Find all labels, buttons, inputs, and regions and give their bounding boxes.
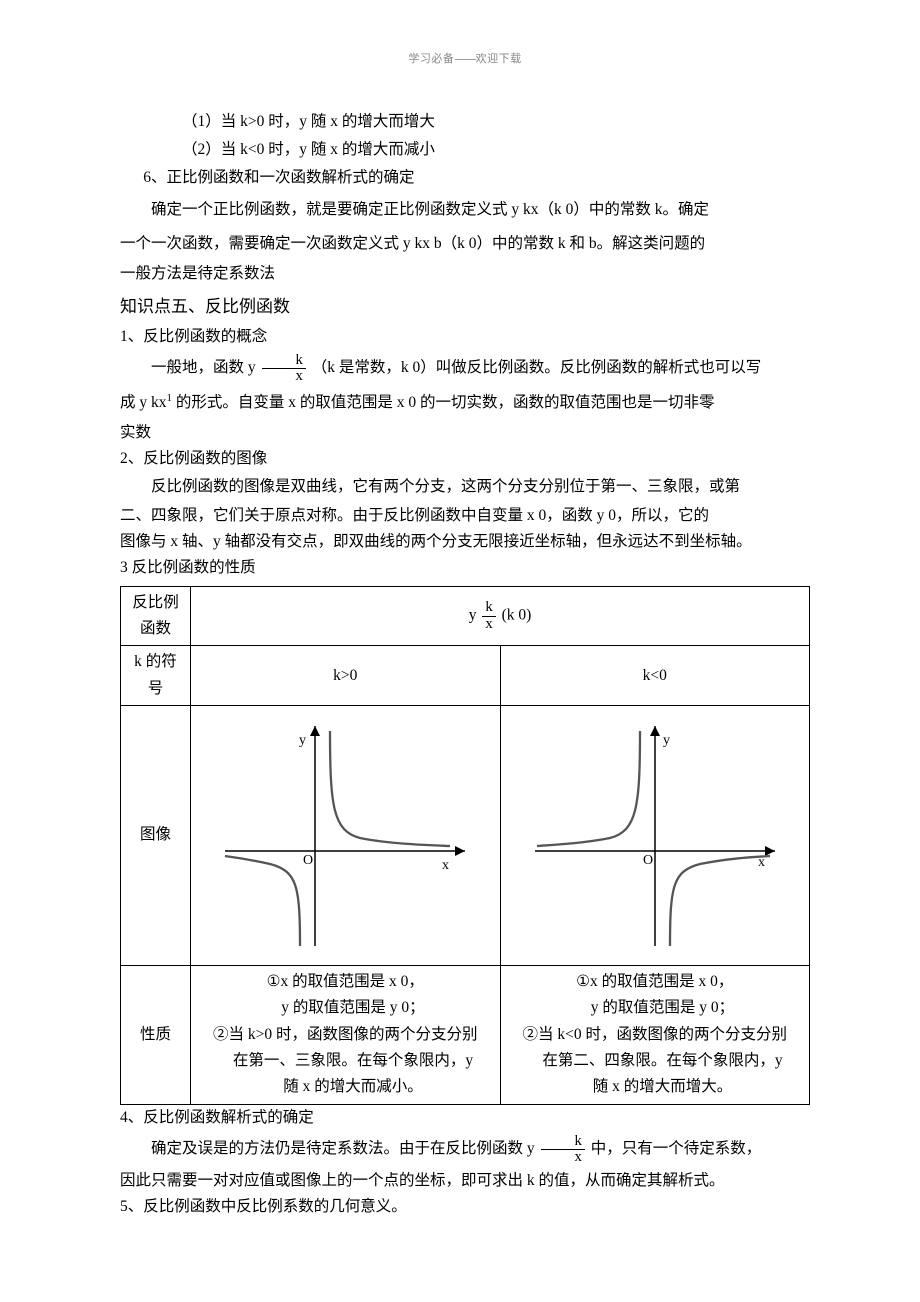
sub-5-4: 4、反比例函数解析式的确定 — [120, 1105, 810, 1131]
text-span: kx b（k — [415, 235, 469, 252]
y-arrow — [650, 726, 660, 736]
frac-num: k — [541, 1134, 585, 1150]
line-k-neg: （2）当 k<0 时，y 随 x 的增大而减小 — [120, 137, 810, 163]
paragraph-determine-1: 确定一个正比例函数，就是要确定正比例函数定义式 y kx（k 0）中的常数 k。… — [120, 194, 810, 227]
fraction-k-over-x: k x — [541, 1134, 585, 1166]
prop-line: 随 x 的增大而减小。 — [197, 1074, 494, 1100]
text-span: y — [469, 607, 481, 624]
line-k-pos: （1）当 k>0 时，y 随 x 的增大而增大 — [120, 109, 810, 135]
paragraph-determine-2: 一个一次函数，需要确定一次函数定义式 y kx b（k 0）中的常数 k 和 b… — [120, 228, 810, 261]
table-row: 性质 ①x 的取值范围是 x 0， y 的取值范围是 y 0； ②当 k>0 时… — [121, 966, 810, 1105]
y-label: y — [299, 733, 306, 748]
text-span: 中，只有一个待定系数， — [591, 1140, 762, 1157]
prop-line: ①x 的取值范围是 x 0， — [507, 969, 804, 995]
sub-5-1-body-1: 一般地，函数 y k x （k 是常数，k 0）叫做反比例函数。反比例函数的解析… — [120, 352, 810, 385]
curve-q4 — [670, 856, 770, 946]
curve-q3 — [225, 856, 300, 946]
prop-line: y 的取值范围是 y 0； — [197, 995, 494, 1021]
prop-line: ①x 的取值范围是 x 0， — [197, 969, 494, 995]
text-span: 二、四象限，它们关于原点对称。由于反比例函数中自变量 x — [120, 507, 539, 524]
cell-func-label: 反比例 函数 — [121, 586, 191, 646]
text-span: 的形式。自变量 x 的取值范围是 x — [172, 394, 408, 411]
page-header: 学习必备--------欢迎下载 — [120, 50, 810, 69]
text-span: （k 是常数，k — [312, 359, 413, 376]
hyperbola-neg-svg: O x y — [515, 711, 795, 961]
frac-den: x — [541, 1150, 585, 1165]
text-span: 确定及误是的方法仍是待定系数法。由于在反比例函数 y — [151, 1140, 539, 1157]
sub-5-4-body-1: 确定及误是的方法仍是待定系数法。由于在反比例函数 y k x 中，只有一个待定系… — [120, 1133, 810, 1166]
cell-prop-neg: ①x 的取值范围是 x 0， y 的取值范围是 y 0； ②当 k<0 时，函数… — [500, 966, 810, 1105]
page: 学习必备--------欢迎下载 （1）当 k>0 时，y 随 x 的增大而增大… — [0, 0, 920, 1270]
header-left: 学习必备 — [408, 53, 454, 65]
text-span: 0，函数 y — [539, 507, 609, 524]
text-span: 一个一次函数，需要确定一次函数定义式 y — [120, 235, 415, 252]
prop-line: ②当 k<0 时，函数图像的两个分支分别 — [507, 1022, 804, 1048]
table-row: 图像 O x y — [121, 706, 810, 966]
sub-5-1-body-3: 实数 — [120, 420, 810, 446]
table-row: k 的符号 k>0 k<0 — [121, 646, 810, 706]
prop-line: ②当 k>0 时，函数图像的两个分支分别 — [197, 1022, 494, 1048]
text-span: 函数 — [140, 620, 171, 637]
text-span: 确定一个正比例函数，就是要确定正比例函数定义式 y — [151, 201, 523, 218]
cell-graph-neg: O x y — [500, 706, 810, 966]
cell-graph-pos: O x y — [191, 706, 501, 966]
origin-label: O — [303, 853, 313, 868]
cell-ksign-label: k 的符号 — [121, 646, 191, 706]
text-span: 0）叫做反比例函数。反比例函数的解析式也可以写 — [413, 359, 762, 376]
text-span: kx — [151, 394, 167, 411]
prop-line: 在第二、四象限。在每个象限内，y — [507, 1048, 804, 1074]
text-span: 0 的一切实数，函数的取值范围也是一切非零 — [408, 394, 714, 411]
header-right: 欢迎下载 — [476, 53, 522, 65]
x-arrow — [455, 846, 465, 856]
cell-func-formula: y k x (k 0) — [191, 586, 810, 646]
cell-graph-label: 图像 — [121, 706, 191, 966]
frac-den: x — [262, 369, 306, 384]
y-arrow — [310, 726, 320, 736]
text-span: 0，所以，它的 — [608, 507, 709, 524]
cell-prop-pos: ①x 的取值范围是 x 0， y 的取值范围是 y 0； ②当 k>0 时，函数… — [191, 966, 501, 1105]
frac-num: k — [262, 353, 306, 369]
prop-line: 随 x 的增大而增大。 — [507, 1074, 804, 1100]
prop-line: 在第一、三象限。在每个象限内，y — [197, 1048, 494, 1074]
paragraph-determine-3: 一般方法是待定系数法 — [120, 261, 810, 287]
x-label: x — [442, 858, 449, 873]
curve-q2 — [537, 731, 640, 846]
sub-5-5: 5、反比例函数中反比例系数的几何意义。 — [120, 1194, 810, 1220]
sub-5-1-body-2: 成 y kx1 的形式。自变量 x 的取值范围是 x 0 的一切实数，函数的取值… — [120, 387, 810, 420]
cell-k-pos: k>0 — [191, 646, 501, 706]
text-span: kx（k — [523, 201, 566, 218]
curve-q1 — [330, 731, 450, 846]
text-span: 0）中的常数 k 和 b。解这类问题的 — [469, 235, 705, 252]
sub-5-2-body-3: 图像与 x 轴、y 轴都没有交点，即双曲线的两个分支无限接近坐标轴，但永远达不到… — [120, 529, 810, 555]
fraction-k-over-x: k x — [262, 353, 306, 385]
cell-k-neg: k<0 — [500, 646, 810, 706]
header-dashes: -------- — [454, 53, 475, 65]
text-span: 0）中的常数 k。确定 — [566, 201, 709, 218]
sub-5-2-body-2: 二、四象限，它们关于原点对称。由于反比例函数中自变量 x 0，函数 y 0，所以… — [120, 503, 810, 529]
sub-5-3: 3 反比例函数的性质 — [120, 555, 810, 581]
y-label: y — [663, 733, 670, 748]
x-arrow — [765, 846, 775, 856]
section-5-title: 知识点五、反比例函数 — [120, 293, 810, 322]
sub-5-2: 2、反比例函数的图像 — [120, 446, 810, 472]
sub-5-2-body-1: 反比例函数的图像是双曲线，它有两个分支，这两个分支分别位于第一、三象限，或第 — [120, 474, 810, 500]
hyperbola-pos-svg: O x y — [205, 711, 485, 961]
table-row: 反比例 函数 y k x (k 0) — [121, 586, 810, 646]
sub-5-4-body-2: 因此只需要一对对应值或图像上的一个点的坐标，即可求出 k 的值，从而确定其解析式… — [120, 1168, 810, 1194]
cell-prop-label: 性质 — [121, 966, 191, 1105]
fraction-k-over-x: k x — [482, 600, 495, 632]
text-span: 成 y — [120, 394, 151, 411]
text-span: 反比例 — [132, 594, 179, 611]
prop-line: y 的取值范围是 y 0； — [507, 995, 804, 1021]
inverse-proportion-table: 反比例 函数 y k x (k 0) k 的符号 k>0 k<0 图像 — [120, 586, 810, 1105]
point-6-title: 6、正比例函数和一次函数解析式的确定 — [120, 165, 810, 191]
text-span: (k 0) — [502, 607, 532, 624]
sub-5-1: 1、反比例函数的概念 — [120, 324, 810, 350]
frac-den: x — [482, 617, 495, 632]
text-span: 一般地，函数 y — [151, 359, 260, 376]
frac-num: k — [482, 600, 495, 616]
origin-label: O — [643, 853, 653, 868]
